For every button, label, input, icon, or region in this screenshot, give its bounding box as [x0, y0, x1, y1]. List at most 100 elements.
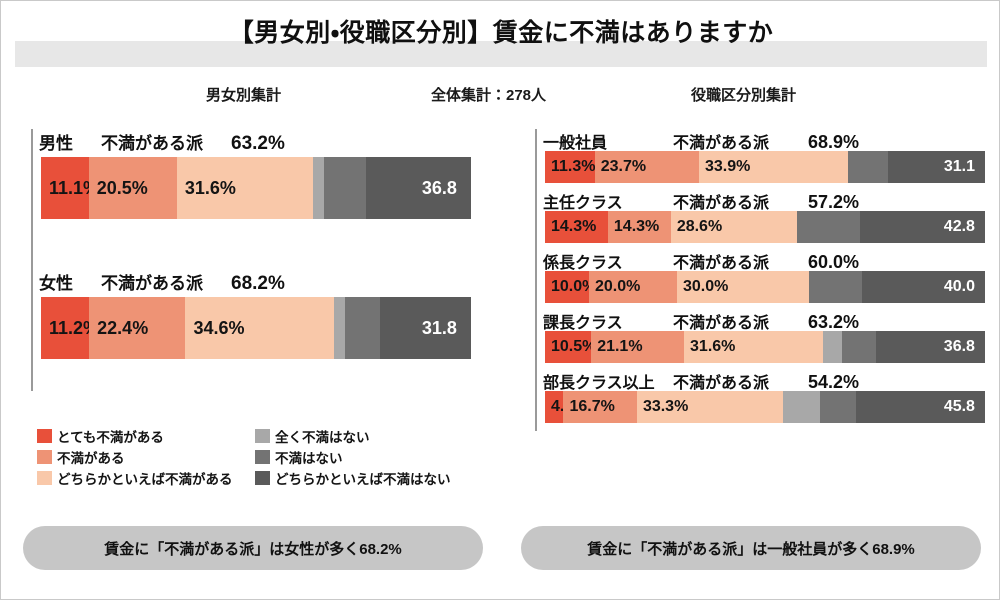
- bar-segment: 30.0%: [677, 271, 809, 303]
- bar-group-label: 一般社員 不満がある派 68.9%: [543, 129, 859, 153]
- bar-group-label: 課長クラス 不満がある派 63.2%: [543, 309, 859, 333]
- bar-segment: 10.5%: [545, 331, 596, 363]
- bar-group: 係長クラス 不満がある派 60.0% 10.0% 20.0% 30.0% 40.0: [537, 249, 987, 305]
- bar-total-percent: 63.2%: [231, 133, 285, 154]
- bar-category-label: 部長クラス以上: [543, 375, 655, 392]
- legend-swatch: [255, 470, 270, 485]
- chart-axis-line: [535, 129, 537, 431]
- summary-pill-position: 賃金に「不満がある派」は一般社員が多く68.9%: [521, 526, 981, 570]
- legend-swatch: [37, 428, 52, 443]
- bar-segment-value: 36.8: [943, 338, 975, 355]
- bar-segment: 11.2%: [41, 297, 99, 359]
- bar-segment-value: 11.3%: [551, 158, 596, 175]
- subheading-gender: 男女別集計: [206, 87, 282, 104]
- bar-segment-value: 40.0: [943, 278, 975, 295]
- bar-segment: [841, 331, 877, 363]
- legend-label: とても不満がある: [57, 429, 164, 445]
- bar-note-label: 不満がある派: [673, 195, 770, 212]
- bar-segment-value: 45.8: [943, 398, 975, 415]
- legend-swatch: [37, 449, 52, 464]
- bar-category-label: 女性: [39, 274, 73, 293]
- bar-segment: 11.3%: [545, 151, 595, 183]
- bar-segment-value: 33.3%: [642, 398, 689, 415]
- bar-segment: 11.1%: [41, 157, 99, 219]
- bar-segment-value: 31.6%: [184, 177, 236, 198]
- bar-segment-value: 10.0%: [551, 278, 597, 295]
- bar-segment: 42.8: [859, 211, 985, 243]
- stacked-bar: 11.1% 20.5% 31.6% 36.8: [41, 157, 471, 219]
- legend-item: 不満がある: [37, 447, 255, 467]
- bar-segment: 22.4%: [89, 297, 186, 359]
- bar-segment: 31.6%: [176, 157, 313, 219]
- bar-segment-value: 14.3%: [613, 218, 660, 235]
- bar-segment: 36.8: [365, 157, 471, 219]
- bar-segment: [312, 157, 324, 219]
- chart-axis-line: [31, 129, 33, 391]
- bar-segment-value: 11.1%: [49, 177, 100, 198]
- bar-group: 男性 不満がある派 63.2% 11.1% 20.5% 31.6% 36.8: [33, 129, 483, 221]
- bar-segment-value: 16.7%: [569, 398, 615, 415]
- bar-segment: 33.9%: [698, 151, 849, 183]
- bar-note-label: 不満がある派: [673, 135, 770, 152]
- bar-group-label: 女性 不満がある派 68.2%: [39, 269, 285, 295]
- stacked-bar: 4.2%16.7% 33.3% 45.8: [545, 391, 985, 423]
- bar-group-label: 部長クラス以上 不満がある派 54.2%: [543, 369, 859, 393]
- bar-segment: 36.8: [876, 331, 985, 363]
- legend-label: 全く不満はない: [275, 429, 370, 445]
- stacked-bar: 10.5% 21.1% 31.6% 36.8: [545, 331, 985, 363]
- bar-segment: [819, 391, 857, 423]
- bar-segment: [809, 271, 862, 303]
- bar-group-label: 係長クラス 不満がある派 60.0%: [543, 249, 859, 273]
- bar-group: 一般社員 不満がある派 68.9% 11.3% 23.7% 33.9% 31.1: [537, 129, 987, 185]
- bar-segment: 21.1%: [591, 331, 685, 363]
- legend-item: どちらかといえば不満がある: [37, 468, 255, 488]
- bar-segment: 28.6%: [670, 211, 797, 243]
- bar-total-percent: 63.2%: [808, 312, 860, 332]
- title-band: [15, 41, 987, 67]
- legend-swatch: [255, 428, 270, 443]
- bar-segment: 10.0%: [545, 271, 596, 303]
- bar-total-percent: 68.9%: [808, 132, 860, 152]
- bar-note-label: 不満がある派: [673, 315, 770, 332]
- stacked-bar: 11.3% 23.7% 33.9% 31.1: [545, 151, 985, 183]
- bar-note-label: 不満がある派: [101, 274, 203, 293]
- bar-segment-value: 28.6%: [676, 218, 723, 235]
- bar-category-label: 係長クラス: [543, 255, 623, 272]
- legend-item: どちらかといえば不満はない: [255, 468, 495, 488]
- summary-pill-position-text: 賃金に「不満がある派」は一般社員が多く68.9%: [587, 540, 915, 558]
- bar-segment-value: 21.1%: [597, 338, 643, 355]
- bar-segment: 20.5%: [88, 157, 177, 219]
- legend-swatch: [255, 449, 270, 464]
- legend-item: 全く不満はない: [255, 426, 495, 446]
- stacked-bar: 11.2% 22.4% 34.6% 31.8: [41, 297, 471, 359]
- legend-label: どちらかといえば不満がある: [57, 471, 233, 487]
- bar-total-percent: 54.2%: [808, 372, 860, 392]
- legend-item: 不満はない: [255, 447, 495, 467]
- bar-segment-value: 34.6%: [193, 317, 245, 338]
- bar-segment: 20.0%: [589, 271, 677, 303]
- bar-segment-value: 20.0%: [595, 278, 641, 295]
- bar-segment-value: 20.5%: [96, 177, 148, 198]
- bar-segment: [783, 391, 820, 423]
- bar-note-label: 不満がある派: [673, 255, 770, 272]
- bar-segment: [344, 297, 380, 359]
- bar-group-label: 主任クラス 不満がある派 57.2%: [543, 189, 859, 213]
- subheading-position: 役職区分別集計: [691, 87, 797, 104]
- bar-note-label: 不満がある派: [673, 375, 770, 392]
- bar-segment: 33.3%: [636, 391, 784, 423]
- bar-category-label: 一般社員: [543, 135, 608, 152]
- bar-segment: 40.0: [861, 271, 985, 303]
- bar-group-label: 男性 不満がある派 63.2%: [39, 129, 285, 155]
- bar-segment: [334, 297, 345, 359]
- bar-segment-value: 31.6%: [690, 338, 736, 355]
- legend-label: どちらかといえば不満はない: [275, 471, 451, 487]
- bar-group: 主任クラス 不満がある派 57.2% 14.3% 14.3% 28.6% 42.8: [537, 189, 987, 245]
- legend-label: 不満はない: [275, 450, 343, 466]
- stacked-bar: 14.3% 14.3% 28.6% 42.8: [545, 211, 985, 243]
- legend-item: とても不満がある: [37, 426, 255, 446]
- bar-segment: [796, 211, 860, 243]
- bar-segment-value: 22.4%: [97, 317, 149, 338]
- bar-segment: 4.2%: [545, 391, 587, 423]
- bar-total-percent: 60.0%: [808, 252, 860, 272]
